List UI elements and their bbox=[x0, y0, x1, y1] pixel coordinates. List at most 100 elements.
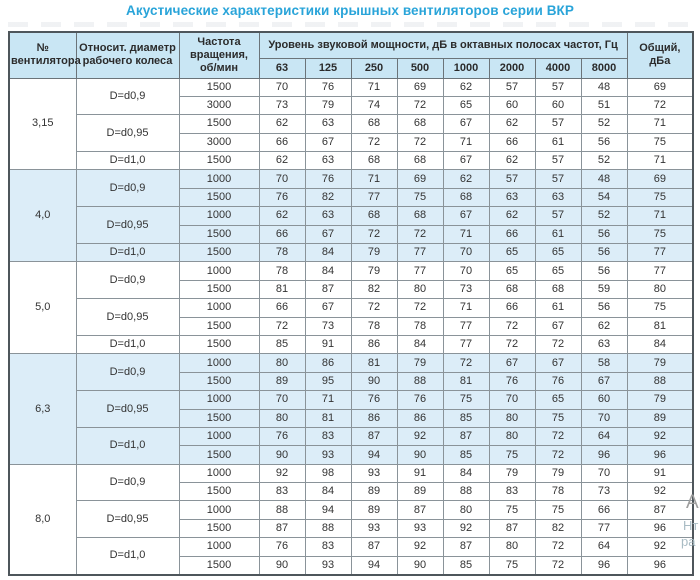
level-cell: 70 bbox=[258, 390, 306, 410]
level-cell: 82 bbox=[534, 518, 582, 539]
level-cell: 68 bbox=[396, 114, 444, 134]
level-cell: 57 bbox=[534, 169, 582, 189]
header-diameter: Относит. диаметр рабочего колеса bbox=[75, 31, 180, 79]
level-cell: 68 bbox=[350, 114, 398, 134]
speed-cell: 1500 bbox=[178, 555, 260, 576]
diameter-cell: D=d1,0 bbox=[75, 426, 180, 465]
level-cell: 69 bbox=[396, 77, 444, 97]
level-cell: 85 bbox=[442, 445, 490, 465]
level-cell: 72 bbox=[396, 224, 444, 245]
total-cell: 75 bbox=[626, 187, 694, 208]
level-cell: 62 bbox=[258, 206, 306, 226]
table-row: D=d0,95 1000 66 67 72 72 71 66 61 56 75 bbox=[9, 298, 694, 336]
level-cell: 84 bbox=[396, 334, 444, 355]
speed-cell: 3000 bbox=[178, 132, 260, 153]
level-cell: 73 bbox=[580, 482, 628, 502]
total-cell: 75 bbox=[626, 224, 694, 245]
level-cell: 80 bbox=[396, 279, 444, 300]
level-cell: 66 bbox=[488, 298, 536, 318]
level-cell: 60 bbox=[580, 390, 628, 410]
total-cell: 84 bbox=[626, 334, 694, 355]
level-cell: 90 bbox=[350, 371, 398, 392]
level-cell: 87 bbox=[350, 537, 398, 557]
table-row: 1500 83 84 89 89 88 83 78 73 92 bbox=[9, 482, 694, 502]
level-cell: 63 bbox=[534, 187, 582, 208]
total-cell: 75 bbox=[626, 298, 694, 318]
total-cell: 96 bbox=[626, 555, 694, 576]
total-cell: 88 bbox=[626, 371, 694, 392]
level-cell: 78 bbox=[396, 316, 444, 336]
level-cell: 64 bbox=[580, 537, 628, 557]
level-cell: 63 bbox=[488, 187, 536, 208]
level-cell: 56 bbox=[580, 298, 628, 318]
level-cell: 72 bbox=[396, 95, 444, 116]
table-row: D=d1,0 1500 62 63 68 68 67 62 57 52 71 bbox=[9, 151, 694, 171]
fan-number-cell: 4,0 bbox=[8, 169, 77, 263]
level-cell: 93 bbox=[350, 463, 398, 484]
level-cell: 87 bbox=[442, 537, 490, 557]
level-cell: 72 bbox=[488, 316, 536, 336]
level-cell: 77 bbox=[396, 243, 444, 263]
level-cell: 89 bbox=[350, 482, 398, 502]
level-cell: 51 bbox=[580, 95, 628, 116]
total-cell: 92 bbox=[626, 426, 694, 447]
level-cell: 68 bbox=[442, 187, 490, 208]
speed-cell: 1500 bbox=[178, 518, 260, 539]
level-cell: 66 bbox=[580, 500, 628, 520]
level-cell: 80 bbox=[442, 500, 490, 520]
level-cell: 52 bbox=[580, 114, 628, 134]
level-cell: 80 bbox=[488, 408, 536, 428]
header-total: Общий, дБа bbox=[626, 31, 694, 79]
table-row: 1500 87 88 93 93 92 87 82 77 96 bbox=[9, 518, 694, 539]
diameter-cell: D=d0,9 bbox=[75, 169, 180, 208]
level-cell: 68 bbox=[350, 206, 398, 226]
level-cell: 70 bbox=[258, 77, 306, 97]
level-cell: 90 bbox=[396, 445, 444, 465]
header-row-frequencies: 63 125 250 500 1000 2000 4000 8000 bbox=[9, 57, 693, 79]
level-cell: 81 bbox=[304, 408, 352, 428]
level-cell: 79 bbox=[304, 95, 352, 116]
level-cell: 67 bbox=[442, 114, 490, 134]
level-cell: 72 bbox=[534, 334, 582, 355]
level-cell: 78 bbox=[350, 316, 398, 336]
table-row: 3,15 D=d0,9 1500 70 76 71 69 62 57 57 48 69 bbox=[8, 77, 694, 171]
speed-cell: 1000 bbox=[178, 353, 260, 373]
total-cell: 80 bbox=[626, 279, 694, 300]
level-cell: 93 bbox=[304, 445, 352, 465]
level-cell: 88 bbox=[304, 518, 352, 539]
level-cell: 78 bbox=[258, 243, 306, 263]
page-title: Акустические характеристики крышных вент… bbox=[125, 3, 574, 18]
acoustic-characteristics-table: № вентилятора Относит. диаметр рабочего … bbox=[8, 31, 695, 576]
level-cell: 71 bbox=[304, 390, 352, 410]
level-cell: 87 bbox=[350, 426, 398, 447]
table-header: № вентилятора Относит. диаметр рабочего … bbox=[8, 31, 694, 79]
level-cell: 80 bbox=[488, 426, 536, 447]
level-cell: 52 bbox=[580, 151, 628, 171]
level-cell: 64 bbox=[580, 426, 628, 447]
diameter-cell: D=d0,9 bbox=[75, 463, 180, 502]
total-cell: 77 bbox=[626, 261, 694, 281]
table-row: 1500 66 67 72 72 71 66 61 56 75 bbox=[9, 224, 694, 245]
level-cell: 62 bbox=[488, 206, 536, 226]
level-cell: 89 bbox=[396, 482, 444, 502]
level-cell: 66 bbox=[488, 224, 536, 245]
level-cell: 65 bbox=[534, 390, 582, 410]
level-cell: 76 bbox=[258, 537, 306, 557]
level-cell: 71 bbox=[350, 77, 398, 97]
level-cell: 86 bbox=[350, 334, 398, 355]
level-cell: 71 bbox=[442, 298, 490, 318]
level-cell: 82 bbox=[304, 187, 352, 208]
level-cell: 87 bbox=[442, 426, 490, 447]
level-cell: 81 bbox=[258, 279, 306, 300]
level-cell: 62 bbox=[442, 77, 490, 97]
level-cell: 93 bbox=[396, 518, 444, 539]
level-cell: 62 bbox=[258, 151, 306, 171]
total-cell: 79 bbox=[626, 390, 694, 410]
level-cell: 52 bbox=[580, 206, 628, 226]
level-cell: 79 bbox=[488, 463, 536, 484]
diameter-cell: D=d0,95 bbox=[75, 500, 180, 539]
level-cell: 67 bbox=[304, 224, 352, 245]
table-row: D=d0,95 1500 62 63 68 68 67 62 57 52 71 bbox=[9, 114, 694, 153]
level-cell: 93 bbox=[350, 518, 398, 539]
level-cell: 87 bbox=[258, 518, 306, 539]
